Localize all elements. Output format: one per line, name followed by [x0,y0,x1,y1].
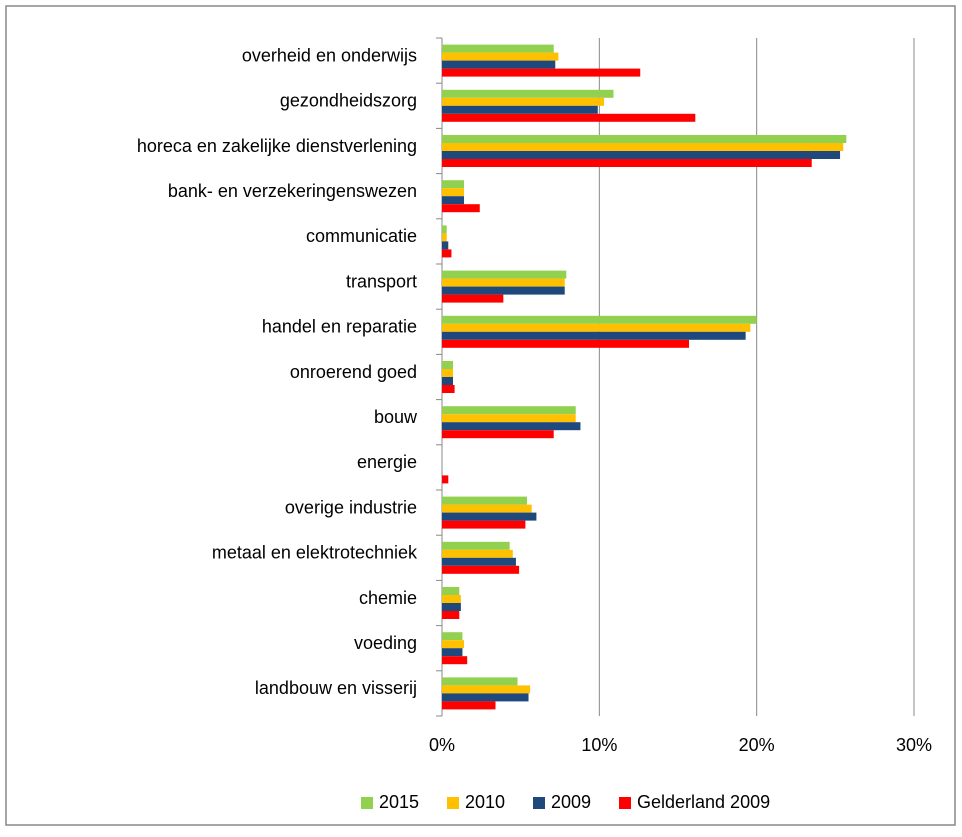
y-tick-label: overige industrie [285,497,417,517]
y-tick-label: gezondheidszorg [280,91,417,111]
y-tick-label: landbouw en visserij [255,678,417,698]
bar [442,278,565,287]
bar [442,677,518,686]
bar [442,143,844,151]
bar [442,339,690,348]
bar [442,565,520,574]
bar [442,204,480,213]
bar [442,685,531,694]
bar [442,68,641,77]
bar [442,105,598,114]
bar [442,151,841,159]
legend-swatch [533,797,545,809]
bar [442,430,554,439]
bar [442,406,576,415]
legend-label: 2009 [551,792,591,812]
bar [442,640,465,649]
x-tick-label: 20% [739,735,775,755]
bar [442,541,510,550]
y-tick-label: communicatie [306,226,417,246]
bar [442,323,751,332]
bar [442,249,452,258]
bar [442,188,465,197]
bar [442,496,527,505]
bar [442,225,447,234]
bar [442,315,757,324]
legend-label: 2010 [465,792,505,812]
bar [442,44,554,53]
x-tick-label: 0% [429,735,455,755]
y-tick-label: handel en reparatie [262,317,417,337]
legend-label: 2015 [379,792,419,812]
bar [442,241,449,250]
bar [442,286,565,295]
bar [442,475,449,484]
bar [442,414,576,423]
y-tick-label: bank- en verzekeringenswezen [168,181,417,201]
bar [442,693,529,702]
bar [442,52,559,61]
y-tick-label: bouw [374,407,418,427]
bar [442,331,746,340]
legend-label: Gelderland 2009 [637,792,770,812]
y-tick-label: energie [357,452,417,472]
y-tick-label: metaal en elektrotechniek [212,543,418,563]
bar [442,520,526,529]
bar [442,89,614,98]
bar [442,504,532,513]
y-tick-label: voeding [354,633,417,653]
bar [442,270,567,279]
legend-swatch [619,797,631,809]
bar [442,656,468,665]
bar [442,603,461,611]
bar [442,422,581,431]
bar [442,196,465,205]
bar [442,233,447,242]
bar [442,595,461,603]
x-tick-label: 10% [581,735,617,755]
bar [442,180,465,189]
y-tick-label: onroerend goed [290,362,417,382]
legend-swatch [361,797,373,809]
bar [442,159,812,167]
bar [442,701,496,710]
bar [442,369,454,377]
legend-swatch [447,797,459,809]
y-tick-label: horeca en zakelijke dienstverlening [137,136,417,156]
bar [442,512,537,521]
x-tick-label: 30% [896,735,932,755]
bar [442,632,463,641]
bar [442,611,460,619]
y-tick-label: transport [346,271,417,291]
bar [442,113,696,122]
bar [442,294,504,303]
bar [442,135,847,143]
bar [442,377,454,385]
bar [442,648,463,657]
bar [442,60,556,69]
bar [442,557,516,566]
bar [442,385,455,393]
bar [442,549,513,558]
y-tick-label: overheid en onderwijs [242,45,417,65]
y-tick-label: chemie [359,588,417,608]
bar [442,587,460,595]
bar [442,361,454,369]
bar [442,97,605,106]
